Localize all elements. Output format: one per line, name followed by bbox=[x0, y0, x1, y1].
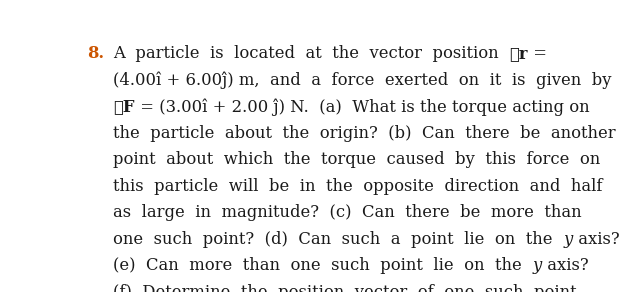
Text: 8.: 8. bbox=[87, 45, 104, 62]
Text: (4.00î + 6.00ĵ) m,  and  a  force  exerted  on  it  is  given  by: (4.00î + 6.00ĵ) m, and a force exerted o… bbox=[114, 72, 612, 89]
Text: ⃗F: ⃗F bbox=[114, 98, 135, 115]
Text: this  particle  will  be  in  the  opposite  direction  and  half: this particle will be in the opposite di… bbox=[114, 178, 603, 195]
Text: point  about  which  the  torque  caused  by  this  force  on: point about which the torque caused by t… bbox=[114, 151, 601, 168]
Text: the  particle  about  the  origin?  (b)  Can  there  be  another: the particle about the origin? (b) Can t… bbox=[114, 125, 616, 142]
Text: y: y bbox=[564, 231, 572, 248]
Text: as  large  in  magnitude?  (c)  Can  there  be  more  than: as large in magnitude? (c) Can there be … bbox=[114, 204, 582, 221]
Text: ⃗r: ⃗r bbox=[509, 45, 528, 62]
Text: (e)  Can  more  than  one  such  point  lie  on  the: (e) Can more than one such point lie on … bbox=[114, 258, 532, 274]
Text: = (3.00î + 2.00 ĵ) N.  (a)  What is the torque acting on: = (3.00î + 2.00 ĵ) N. (a) What is the to… bbox=[135, 98, 589, 116]
Text: =: = bbox=[528, 45, 547, 62]
Text: (f)  Determine  the  position  vector  of  one  such  point.: (f) Determine the position vector of one… bbox=[114, 284, 582, 292]
Text: A  particle  is  located  at  the  vector  position: A particle is located at the vector posi… bbox=[114, 45, 509, 62]
Text: axis?: axis? bbox=[542, 258, 589, 274]
Text: y: y bbox=[532, 258, 542, 274]
Text: one  such  point?  (d)  Can  such  a  point  lie  on  the: one such point? (d) Can such a point lie… bbox=[114, 231, 564, 248]
Text: axis?: axis? bbox=[572, 231, 619, 248]
